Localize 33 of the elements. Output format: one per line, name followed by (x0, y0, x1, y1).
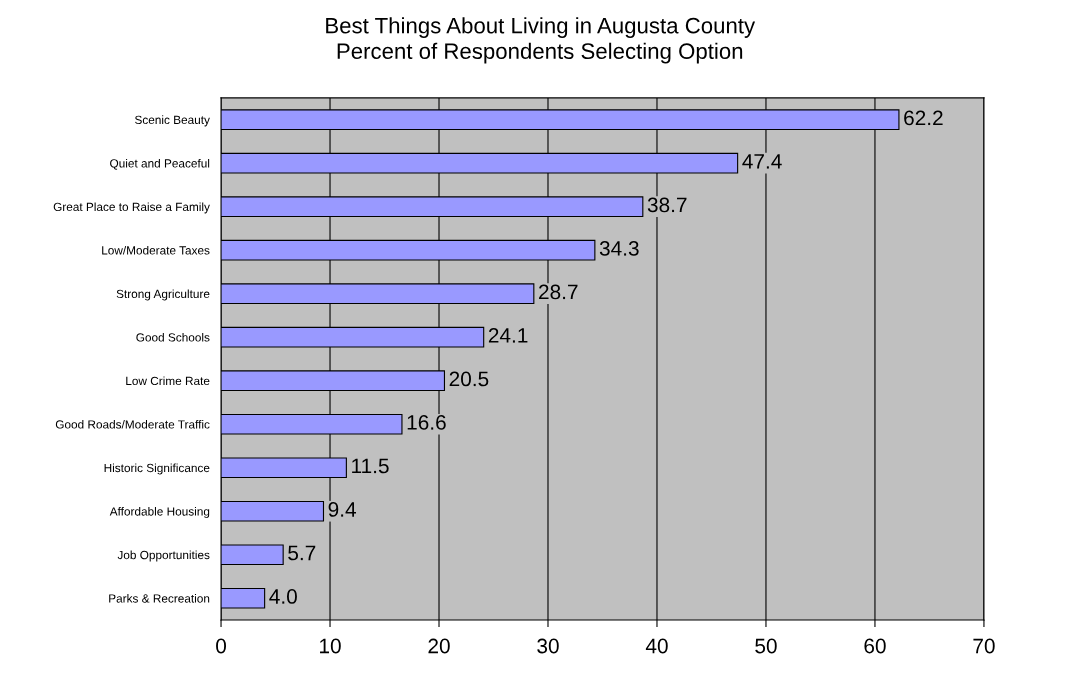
data-label: 9.4 (328, 502, 356, 517)
x-tick-label: 60 (864, 638, 886, 654)
data-label: 38.7 (647, 197, 687, 213)
x-tick-label: 30 (537, 638, 559, 654)
data-label: 5.7 (288, 545, 316, 561)
y-tick-label: Job Opportunities (117, 550, 210, 562)
data-label: 16.6 (407, 415, 446, 430)
y-tick-label: Good Schools (136, 332, 210, 342)
x-tick-label: 40 (645, 638, 668, 654)
data-label: 24.1 (488, 328, 528, 343)
x-tick-label: 70 (973, 638, 995, 654)
x-tick-label: 20 (428, 638, 450, 654)
data-label: 11.5 (352, 458, 389, 474)
x-tick-label: 0 (216, 638, 227, 654)
data-label: 34.3 (599, 241, 639, 256)
y-tick-label: Historic Significance (104, 463, 210, 475)
y-tick-label: Scenic Beauty (135, 115, 210, 127)
y-tick-label: Strong Agriculture (116, 289, 210, 301)
y-tick-label: Low Crime Rate (126, 376, 210, 386)
x-tick-label: 10 (320, 638, 341, 654)
x-tick-label: 50 (755, 638, 777, 654)
y-tick-label: Affordable Housing (109, 506, 210, 518)
data-label: 20.5 (449, 371, 489, 387)
y-tick-label: Quiet and Peaceful (110, 158, 210, 170)
data-label: 4.0 (269, 589, 297, 604)
y-tick-label: Low/Moderate Taxes (102, 245, 210, 255)
data-label: 62.2 (904, 110, 943, 126)
y-tick-label: Great Place to Raise a Family (53, 202, 210, 214)
data-label: 47.4 (742, 154, 782, 169)
chart-title: Best Things About Living in Augusta County Percent of Respondents Selecting Option (326, 17, 756, 64)
data-label: 28.7 (539, 284, 578, 300)
y-tick-label: Parks & Recreation (109, 593, 210, 603)
y-tick-label: Good Roads/Moderate Traffic (55, 419, 210, 429)
